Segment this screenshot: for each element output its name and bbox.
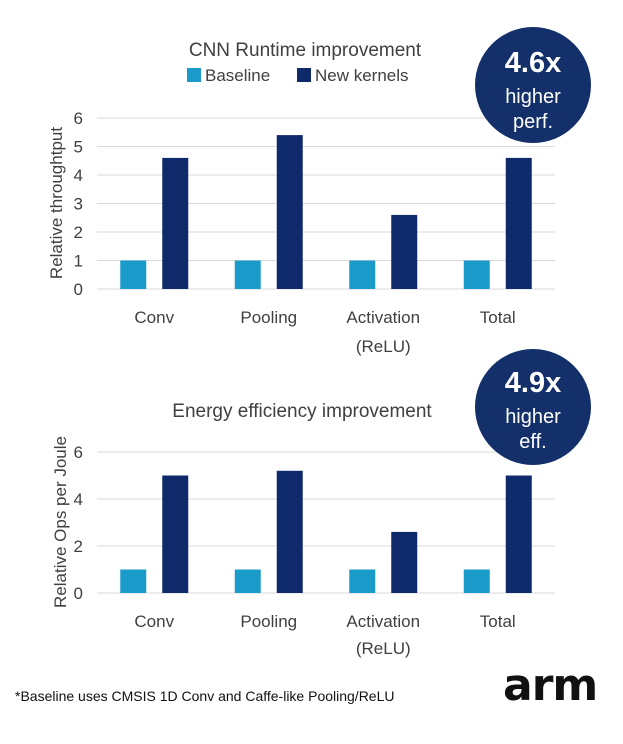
bar-baseline (463, 569, 490, 593)
y-tick-label: 4 (74, 490, 83, 509)
arm-logo: arm (503, 660, 598, 711)
badge-perf-line1: higher (505, 86, 561, 108)
badge-perf-line2: perf. (513, 111, 553, 133)
y-tick-label: 3 (74, 195, 83, 214)
legend-baseline-swatch (187, 68, 201, 82)
bar-baseline (120, 569, 147, 593)
bar-baseline (120, 260, 147, 289)
x-category-label: Pooling (240, 308, 297, 327)
badge-perf-circle (475, 27, 591, 143)
footnote: *Baseline uses CMSIS 1D Conv and Caffe-l… (15, 688, 395, 704)
bar-new-kernels (505, 475, 532, 593)
chart2-plot: 0 2 4 6 Conv Pooling Activation (ReLU) Total (74, 443, 555, 658)
badge-eff-line2: eff. (519, 431, 546, 453)
badge-eff: 4.9x higher eff. (475, 349, 591, 465)
y-tick-label: 2 (74, 223, 83, 242)
bar-new-kernels (391, 214, 418, 289)
chart1-plot: 0 1 2 3 4 5 6 Conv Pooling Activation (ReLU) Total (74, 109, 555, 356)
badge-perf-value: 4.6x (505, 47, 561, 79)
y-tick-label: 6 (74, 109, 83, 128)
legend-new-label: New kernels (315, 66, 409, 85)
bar-new-kernels (505, 157, 532, 289)
y-tick-label: 0 (74, 584, 83, 603)
chart1-ylabel: Relative throughtput (47, 127, 66, 279)
chart2-title: Energy efficiency improvement (172, 401, 432, 422)
bar-new-kernels (276, 135, 303, 289)
bar-baseline (349, 569, 376, 593)
bar-baseline (349, 260, 376, 289)
chart2-ylabel: Relative Ops per Joule (51, 436, 70, 608)
y-tick-label: 6 (74, 443, 83, 462)
badge-eff-value: 4.9x (505, 367, 561, 399)
y-tick-label: 4 (74, 166, 83, 185)
bar-baseline (234, 569, 261, 593)
bar-new-kernels (162, 475, 189, 593)
bar-new-kernels (276, 470, 303, 593)
legend-new-swatch (297, 68, 311, 82)
x-category-sublabel: (ReLU) (356, 337, 411, 356)
x-category-label: Activation (346, 612, 420, 631)
badge-eff-circle (475, 349, 591, 465)
x-category-label: Total (480, 612, 516, 631)
bar-new-kernels (391, 531, 418, 593)
x-category-label: Conv (134, 612, 174, 631)
y-tick-label: 5 (74, 138, 83, 157)
badge-perf: 4.6x higher perf. (475, 27, 591, 143)
x-category-label: Total (480, 308, 516, 327)
y-tick-label: 1 (74, 252, 83, 271)
x-category-sublabel: (ReLU) (356, 639, 411, 658)
y-tick-label: 0 (74, 280, 83, 299)
legend-baseline-label: Baseline (205, 66, 270, 85)
x-category-label: Conv (134, 308, 174, 327)
badge-eff-line1: higher (505, 406, 561, 428)
bar-baseline (463, 260, 490, 289)
x-category-label: Activation (346, 308, 420, 327)
bar-baseline (234, 260, 261, 289)
y-tick-label: 2 (74, 537, 83, 556)
x-category-label: Pooling (240, 612, 297, 631)
bar-new-kernels (162, 157, 189, 289)
chart1-title: CNN Runtime improvement (189, 40, 422, 61)
